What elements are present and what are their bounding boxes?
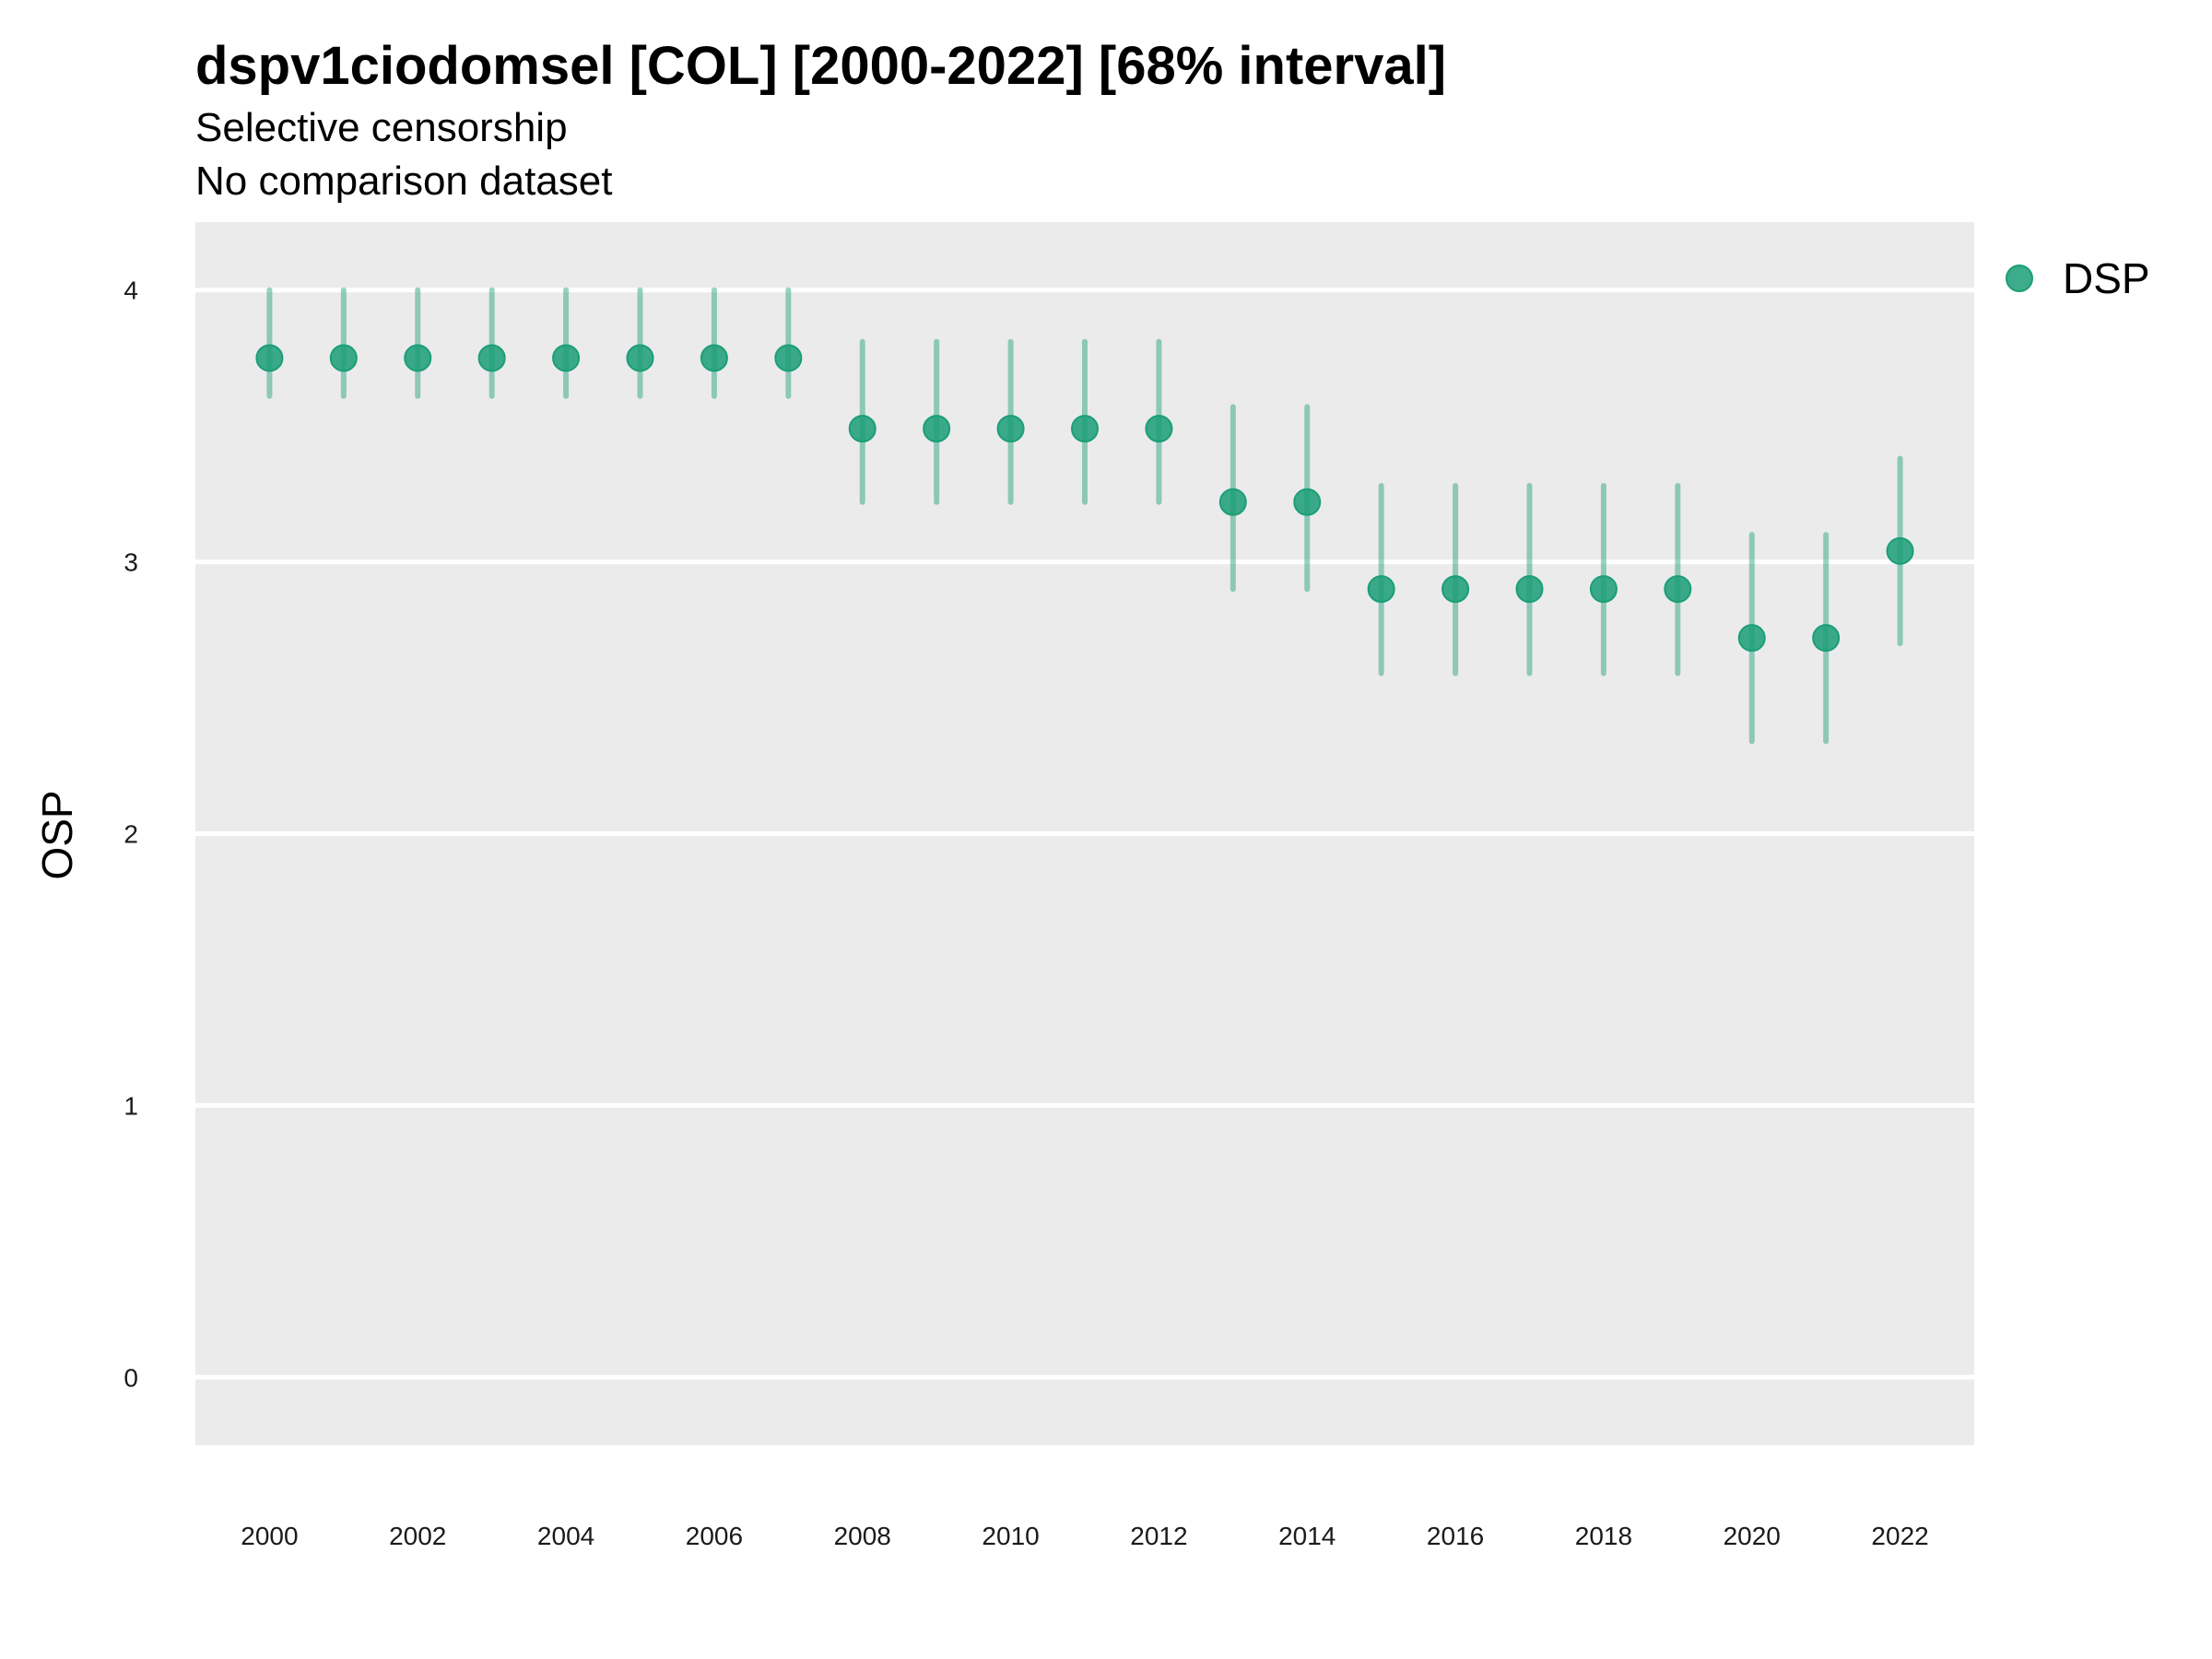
data-point[interactable] [1664,575,1692,604]
y-tick-label: 1 [124,1091,138,1120]
x-axis-tick-labels: 2000 2002 2004 2006 2008 2010 2012 2014 2016 2018… [241,1522,1928,1550]
y-tick-label: 0 [124,1363,138,1392]
data-point[interactable] [1071,415,1099,443]
legend[interactable]: DSP [2006,254,2150,302]
y-tick-label: 3 [124,548,138,577]
data-point[interactable] [1886,536,1914,565]
legend-label-dsp: DSP [2063,254,2150,302]
x-tick-label: 2002 [389,1522,446,1550]
data-point[interactable] [1589,575,1618,604]
chart-title: dspv1ciodomsel [COL] [2000-2022] [68% in… [195,36,1447,96]
data-points [255,344,1914,653]
grid-lines [195,288,1974,1380]
y-axis-tick-labels: 0 1 2 3 4 [124,276,138,1393]
data-point[interactable] [1441,575,1470,604]
data-point[interactable] [700,344,728,372]
x-tick-label: 2022 [1871,1522,1928,1550]
x-tick-label: 2016 [1427,1522,1484,1550]
data-point[interactable] [774,344,803,372]
legend-key-dsp [2006,265,2033,292]
x-tick-label: 2018 [1575,1522,1632,1550]
data-point[interactable] [1218,488,1247,516]
x-tick-label: 2008 [834,1522,891,1550]
data-point[interactable] [1145,415,1173,443]
x-tick-label: 2000 [241,1522,298,1550]
data-point[interactable] [1737,624,1766,653]
data-point[interactable] [477,344,506,372]
y-tick-label: 2 [124,820,138,849]
x-tick-label: 2010 [982,1522,1039,1550]
data-point[interactable] [626,344,654,372]
data-point[interactable] [329,344,358,372]
x-tick-label: 2014 [1278,1522,1335,1550]
x-tick-label: 2012 [1130,1522,1187,1550]
x-tick-label: 2004 [537,1522,594,1550]
data-point[interactable] [848,415,877,443]
data-point[interactable] [1367,575,1395,604]
data-point[interactable] [404,344,432,372]
data-point[interactable] [552,344,581,372]
data-point[interactable] [923,415,951,443]
y-axis-label: OSP [33,790,81,879]
x-tick-label: 2020 [1724,1522,1781,1550]
x-tick-label: 2006 [686,1522,743,1550]
data-point[interactable] [1293,488,1322,516]
data-point[interactable] [996,415,1025,443]
chart-subtitle: No comparison dataset [195,159,613,204]
chart-subtitle: Selective censorship [195,105,568,150]
data-point[interactable] [1515,575,1544,604]
data-point[interactable] [255,344,284,372]
data-point[interactable] [1812,624,1841,653]
y-tick-label: 4 [124,276,138,305]
